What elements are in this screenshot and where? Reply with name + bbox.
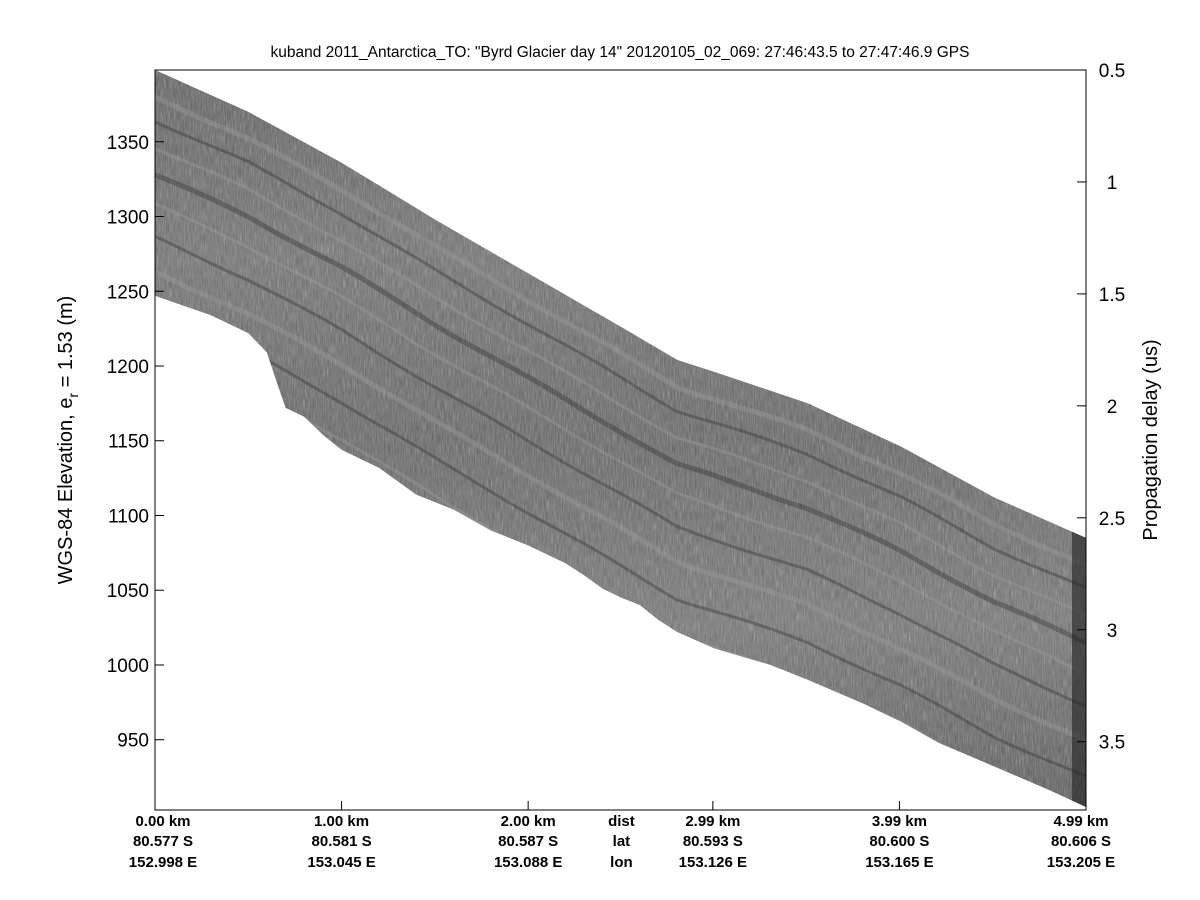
xtick-dist-label: 2.99 km: [685, 813, 740, 830]
ytick-label: 950: [117, 731, 149, 752]
right-ytick-label: 1: [1107, 173, 1118, 194]
xtick-lat-label: 80.593 S: [683, 833, 743, 850]
right-ytick-label: 2: [1107, 397, 1118, 418]
ice-layer-stripe: [155, 94, 1086, 567]
ytick-label: 1000: [107, 656, 149, 677]
xtick-lat-label: lat: [613, 833, 631, 850]
xtick-lat-label: 80.587 S: [498, 833, 558, 850]
echogram-image: [155, 70, 1086, 807]
xtick-lon-label: 153.088 E: [494, 854, 562, 871]
y-axis-label-left: WGS-84 Elevation, er = 1.53 (m): [55, 296, 81, 585]
y-label-tail: = 1.53 (m): [55, 296, 77, 393]
right-ytick-label: 1.5: [1099, 285, 1125, 306]
xtick-lat-label: 80.581 S: [312, 833, 372, 850]
right-ytick-label: 2.5: [1099, 509, 1125, 530]
xtick-lat-label: 80.600 S: [869, 833, 929, 850]
ice-layer-stripe: [155, 269, 1086, 742]
xtick-lon-label: 152.998 E: [129, 854, 197, 871]
y-label-sub: r: [65, 393, 81, 398]
y-label-main: WGS-84 Elevation, e: [55, 398, 77, 585]
x-axis-labels: 0.00 km 80.577 S 152.998 E 1.00 km 80.581 S 1…: [129, 801, 1115, 871]
xtick-lat-label: 80.606 S: [1051, 833, 1111, 850]
y-axis-label-right: Propagation delay (us): [1140, 339, 1162, 540]
ytick-label: 1200: [107, 357, 149, 378]
chart-title: kuband 2011_Antarctica_TO: "Byrd Glacier…: [271, 44, 970, 61]
xtick-dist-label: 1.00 km: [314, 813, 369, 830]
ice-layer-stripe: [155, 234, 1086, 708]
xtick-lon-label: lon: [610, 854, 633, 871]
ice-layer-stripe: [155, 120, 1086, 589]
right-edge-shadow: [1072, 70, 1086, 807]
xtick-dist-label: 3.99 km: [872, 813, 927, 830]
ice-layer-stripe: [155, 308, 1086, 778]
ytick-label: 1300: [107, 208, 149, 229]
xtick-lat-label: 80.577 S: [133, 833, 193, 850]
ytick-label: 1150: [108, 432, 149, 453]
right-ytick-label: 0.5: [1099, 61, 1125, 82]
ytick-label: 1100: [108, 506, 149, 527]
left-y-axis: 950 1000 1050 1100 1150 1200 1250 1300 1350: [107, 133, 164, 752]
plot-frame: [154, 69, 1087, 811]
ice-layer-stripe: [155, 172, 1086, 646]
xtick-lon-label: 153.126 E: [679, 854, 747, 871]
right-y-axis: 0.5 1 1.5 2 2.5 3 3.5: [1077, 61, 1125, 754]
ytick-label: 1350: [107, 133, 149, 154]
ytick-label: 1050: [107, 581, 149, 602]
ice-layer-stripe: [155, 202, 1086, 675]
xtick-dist-label: dist: [608, 813, 635, 830]
xtick-lon-label: 153.205 E: [1047, 854, 1115, 871]
right-ytick-label: 3: [1107, 621, 1118, 642]
ice-layer-stripe: [155, 147, 1086, 617]
xtick-dist-label: 4.99 km: [1053, 813, 1108, 830]
xtick-lon-label: 153.165 E: [865, 854, 933, 871]
xtick-dist-label: 2.00 km: [501, 813, 556, 830]
ytick-label: 1250: [107, 282, 149, 303]
right-ytick-label: 3.5: [1099, 733, 1125, 754]
xtick-dist-label: 0.00 km: [135, 813, 190, 830]
xtick-lon-label: 153.045 E: [307, 854, 375, 871]
